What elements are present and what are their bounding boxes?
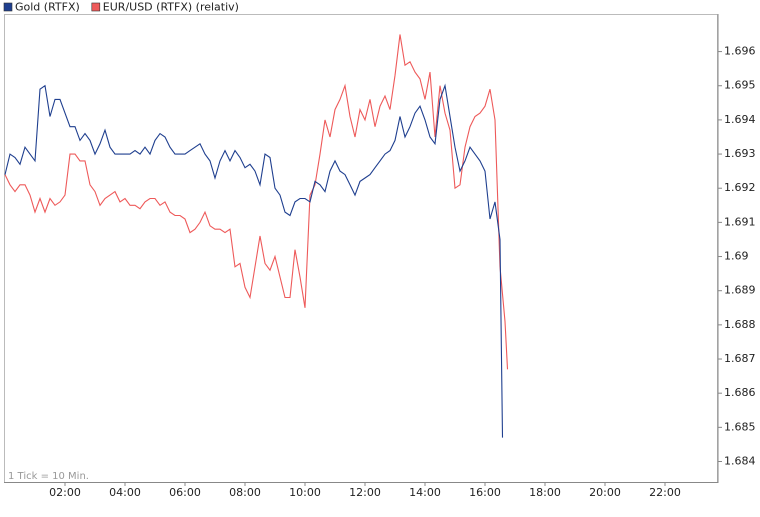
y-tick-label: 1.69 (724, 250, 749, 263)
y-tick-label: 1.689 (724, 284, 756, 297)
x-tick-label: 04:00 (109, 486, 141, 499)
x-tick-label: 08:00 (229, 486, 261, 499)
y-tick-label: 1.687 (724, 352, 756, 365)
y-tick-label: 1.684 (724, 455, 756, 468)
x-tick-label: 06:00 (169, 486, 201, 499)
x-tick-label: 16:00 (469, 486, 501, 499)
x-tick-label: 10:00 (289, 486, 321, 499)
y-tick-label: 1.688 (724, 318, 756, 331)
y-tick-label: 1.694 (724, 113, 756, 126)
x-tick-label: 12:00 (349, 486, 381, 499)
y-tick-label: 1.693 (724, 147, 756, 160)
y-tick-label: 1.696 (724, 45, 756, 58)
x-tick-label: 14:00 (409, 486, 441, 499)
x-tick-label: 20:00 (589, 486, 621, 499)
y-tick-label: 1.691 (724, 215, 756, 228)
legend-label: EUR/USD (RTFX) (relativ) (103, 1, 239, 14)
y-tick-label: 1.695 (724, 79, 756, 92)
legend-swatch (91, 2, 101, 12)
plot-frame (4, 14, 718, 483)
y-tick-label: 1.692 (724, 181, 756, 194)
x-tick-label: 02:00 (49, 486, 81, 499)
legend-label: Gold (RTFX) (15, 1, 80, 14)
y-tick-label: 1.685 (724, 420, 756, 433)
legend-swatch (3, 2, 13, 12)
annotation: 1 Tick = 10 Min. (8, 471, 89, 482)
series-line (4, 34, 509, 370)
series-line (4, 83, 504, 438)
y-tick-label: 1.686 (724, 386, 756, 399)
x-tick-label: 22:00 (649, 486, 681, 499)
x-tick-label: 18:00 (529, 486, 561, 499)
